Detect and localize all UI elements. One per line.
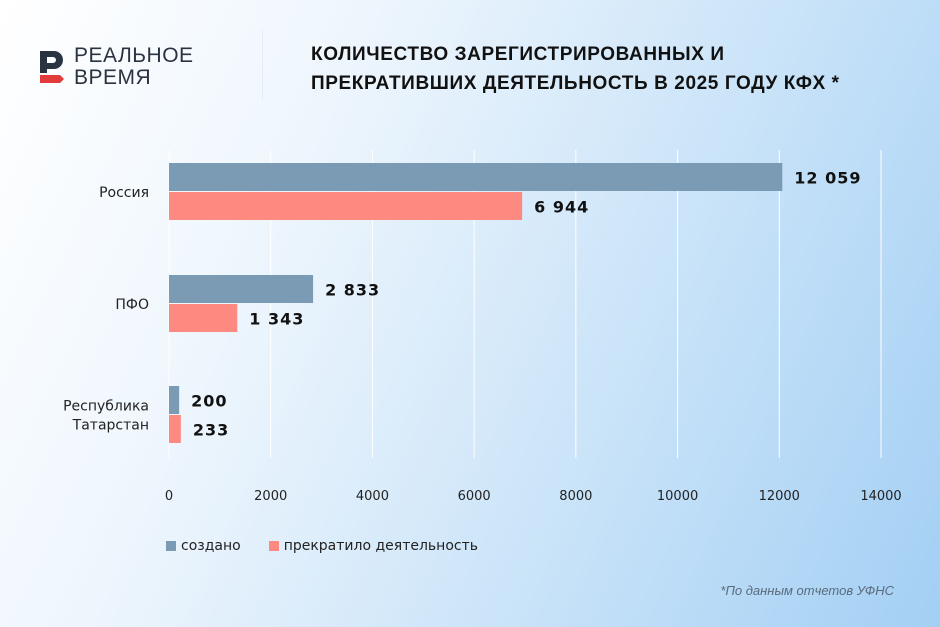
bar-created — [169, 275, 314, 303]
x-tick-label: 8000 — [559, 489, 592, 504]
data-label: 1 343 — [249, 310, 304, 329]
legend-item-closed: прекратило деятельность — [268, 538, 478, 554]
bar-created — [169, 386, 180, 414]
title-line2: ПРЕКРАТИВШИХ ДЕЯТЕЛЬНОСТЬ В 2025 ГОДУ КФ… — [311, 73, 840, 94]
data-label: 6 944 — [534, 198, 589, 217]
x-tick-label: 0 — [165, 489, 173, 504]
logo-line2: ВРЕМЯ — [74, 66, 152, 89]
data-label: 233 — [193, 421, 229, 440]
logo: РЕАЛЬНОЕ ВРЕМЯ — [38, 45, 194, 89]
legend-label-created: создано — [181, 538, 241, 554]
category-label: Россия — [99, 185, 149, 201]
divider — [262, 30, 263, 100]
x-tick-label: 14000 — [860, 489, 901, 504]
legend-swatch-created — [166, 541, 176, 551]
footnote: *По данным отчетов УФНС — [720, 583, 894, 598]
title-line1: КОЛИЧЕСТВО ЗАРЕГИСТРИРОВАННЫХ И — [311, 44, 725, 65]
logo-line1: РЕАЛЬНОЕ — [74, 44, 194, 67]
logo-icon — [40, 51, 64, 83]
bar-closed — [169, 192, 523, 220]
legend-label-closed: прекратило деятельность — [283, 538, 478, 554]
chart-title: КОЛИЧЕСТВО ЗАРЕГИСТРИРОВАННЫХ И ПРЕКРАТИ… — [311, 40, 840, 98]
category-label: ПФО — [115, 297, 149, 313]
bar-closed — [169, 304, 238, 332]
legend: создано прекратило деятельность — [166, 538, 478, 554]
legend-item-created: создано — [166, 538, 241, 554]
x-tick-label: 2000 — [254, 489, 287, 504]
category-label: Татарстан — [72, 418, 149, 434]
bar-closed — [169, 415, 181, 443]
legend-swatch-closed — [268, 541, 279, 551]
x-tick-label: 12000 — [759, 489, 800, 504]
category-label: Республика — [63, 399, 149, 415]
x-tick-label: 6000 — [458, 489, 491, 504]
bar-created — [169, 163, 783, 191]
data-label: 2 833 — [325, 281, 380, 300]
x-tick-label: 10000 — [657, 489, 698, 504]
x-tick-label: 4000 — [356, 489, 389, 504]
data-label: 200 — [191, 392, 227, 411]
data-label: 12 059 — [794, 169, 861, 188]
